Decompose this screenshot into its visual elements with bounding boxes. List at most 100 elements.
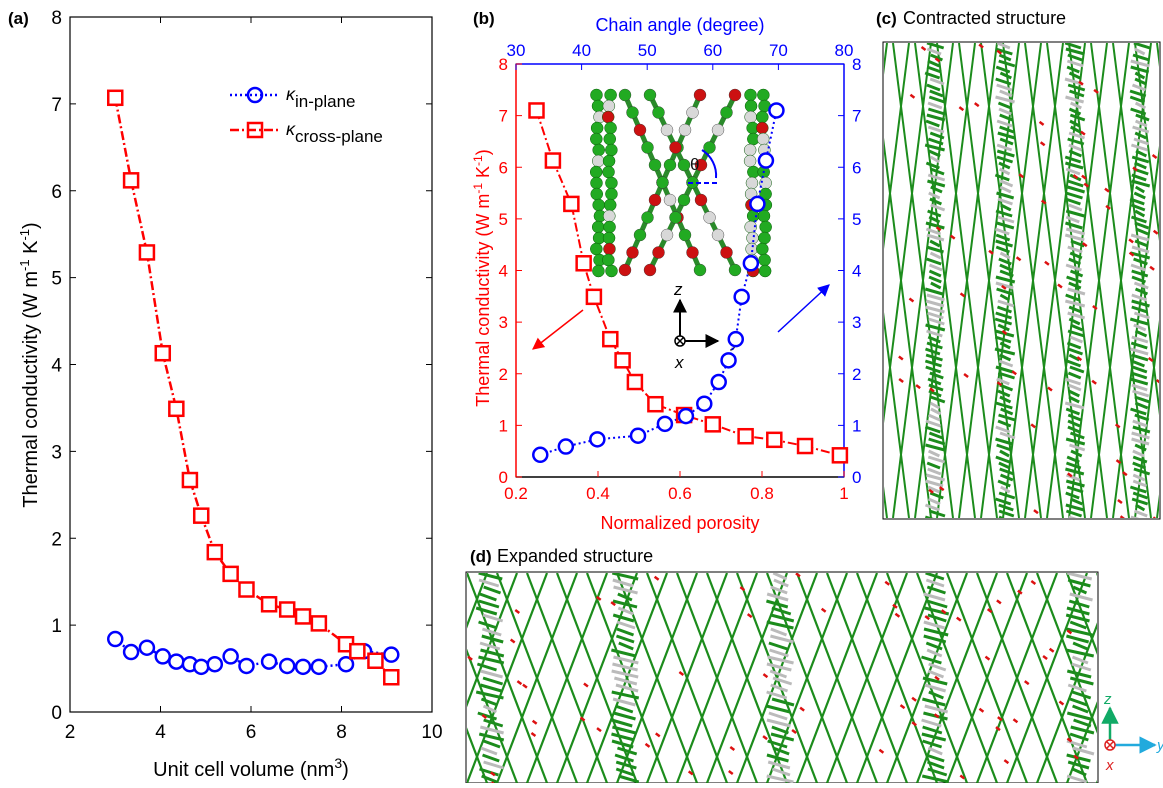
structure-bond: [772, 573, 788, 581]
structure-oxygen: [908, 297, 915, 303]
panel-d-y-label: y: [1156, 737, 1163, 754]
structure-bond: [1068, 353, 1080, 362]
structure-bond: [479, 725, 504, 735]
structure-bond: [1068, 389, 1080, 398]
structure-bond: [1131, 155, 1150, 164]
structure-bond: [1131, 431, 1150, 440]
structure-oxygen: [934, 57, 941, 63]
structure-oxygen: [1083, 182, 1090, 188]
panel-b-blue-point: [656, 415, 674, 433]
structure-bond: [1072, 704, 1089, 714]
structure-bond: [1067, 179, 1084, 188]
panel-a-frame: [69, 16, 433, 713]
structure-bond: [1134, 443, 1147, 452]
inset-atom: [590, 88, 603, 102]
structure-bond: [998, 491, 1016, 500]
inset-atom: [589, 165, 603, 179]
panel-b-red-point: [647, 395, 664, 413]
structure-bond: [765, 573, 849, 783]
structure-oxygen: [467, 655, 473, 661]
structure-oxygen: [654, 732, 661, 738]
structure-oxygen: [1152, 516, 1157, 518]
structure-bond: [1065, 613, 1090, 623]
structure-bond: [930, 167, 945, 176]
structure-bond: [1005, 573, 1089, 783]
structure-bond: [770, 585, 788, 595]
structure-bond: [926, 47, 942, 56]
structure-bond: [477, 711, 498, 721]
structure-bond: [1072, 641, 1089, 651]
structure-bond: [769, 669, 788, 679]
structure-bond: [825, 573, 909, 783]
structure-bond: [999, 71, 1012, 80]
inset-atom: [602, 231, 616, 245]
structure-bond: [1129, 197, 1145, 206]
panel-a-chart: 2 4 6 8 10 0 1 2 3 4 5 6 7 8 Unit cell volume (nm3) T…: [17, 8, 443, 781]
panel-b-red-point: [614, 352, 631, 369]
structure-oxygen: [1038, 120, 1045, 126]
panel-a-point-0: [107, 630, 124, 648]
inset-atom: [744, 110, 757, 124]
structure-oxygen: [938, 486, 945, 492]
structure-bond: [1131, 299, 1150, 308]
structure-bond: [997, 389, 1011, 398]
structure-bond: [1065, 215, 1080, 224]
structure-bond: [615, 683, 639, 693]
inset-atom: [744, 99, 758, 113]
inset-atom: [626, 106, 639, 119]
structure-oxygen: [1048, 647, 1055, 653]
structure-bond: [766, 704, 791, 714]
structure-bond: [483, 718, 504, 728]
structure-bond: [996, 83, 1013, 92]
structure-bond: [1132, 365, 1148, 374]
panel-d-coordinate-axes: z y x: [1101, 691, 1163, 774]
structure-oxygen: [995, 726, 1001, 732]
structure-bond: [770, 732, 795, 742]
structure-bond: [998, 503, 1014, 512]
structure-oxygen: [959, 292, 966, 298]
structure-bond: [996, 119, 1013, 128]
structure-bond: [998, 107, 1012, 116]
structure-bond: [409, 43, 469, 518]
structure-bond: [997, 479, 1011, 488]
structure-bond: [994, 317, 1013, 326]
structure-oxygen: [644, 742, 651, 748]
structure-bond: [1065, 479, 1085, 488]
structure-oxygen: [894, 612, 901, 618]
panel-b-x2tick-label: 50: [638, 41, 657, 60]
structure-bond: [612, 662, 638, 672]
structure-bond: [167, 573, 247, 783]
structure-bond: [1129, 95, 1146, 104]
inset-atom: [590, 121, 604, 135]
structure-bond: [1069, 497, 1083, 506]
structure-bond: [924, 704, 949, 714]
structure-bond: [480, 683, 502, 693]
inset-atom: [641, 141, 654, 154]
structure-bond: [480, 648, 505, 658]
structure-bond: [771, 697, 795, 707]
structure-bond: [479, 592, 497, 602]
structure-bond: [1134, 503, 1146, 512]
structure-oxygen: [959, 774, 966, 780]
structure-oxygen: [928, 488, 934, 494]
structure-oxygen: [958, 106, 965, 112]
structure-bond: [767, 655, 794, 665]
panel-b-blue-point: [629, 427, 647, 444]
structure-bond: [1132, 491, 1148, 500]
structure-bond: [999, 341, 1011, 350]
panel-a-point-1: [206, 543, 224, 561]
panel-a-ytick-label: 2: [51, 529, 62, 550]
structure-bond: [611, 573, 639, 581]
structure-bond: [766, 662, 792, 672]
structure-bond: [924, 347, 941, 356]
structure-bond: [478, 655, 505, 665]
inset-atom: [746, 231, 759, 245]
structure-oxygen: [911, 721, 917, 727]
panel-b-red-point: [831, 447, 849, 464]
inset-atom: [603, 242, 616, 256]
structure-bond: [47, 573, 127, 783]
structure-bond: [766, 718, 791, 728]
structure-oxygen: [909, 93, 916, 99]
structure-oxygen: [984, 655, 991, 661]
inset-atom: [605, 264, 618, 278]
